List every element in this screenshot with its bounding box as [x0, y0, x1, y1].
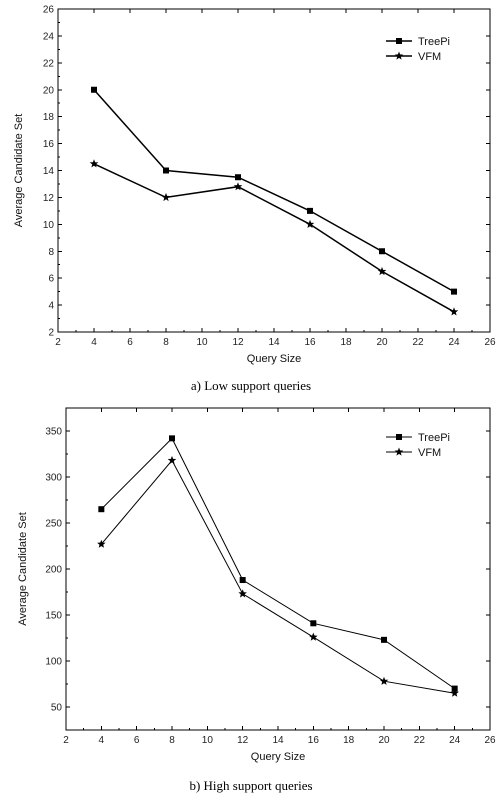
b-figure-caption: b) High support queries [189, 778, 312, 793]
b-y-tick-label: 250 [45, 519, 62, 530]
a-x-tick-label: 16 [304, 337, 316, 348]
a-x-tick-label: 22 [412, 337, 424, 348]
b-y-tick-label: 150 [45, 611, 62, 622]
a-series-line-vfm [93, 163, 455, 313]
b-point-treepi [381, 636, 387, 643]
a-point-vfm [233, 182, 243, 191]
b-x-tick-label: 20 [378, 735, 390, 746]
a-x-axis-label: Query Size [247, 353, 301, 365]
b-legend-marker-treepi [396, 434, 402, 440]
a-point-vfm [377, 266, 387, 276]
b-series-treepi [98, 435, 458, 692]
a-y-tick-label: 22 [43, 58, 55, 69]
b-legend: TreePi VFM [386, 432, 450, 459]
b-point-vfm [97, 539, 106, 548]
a-x-tick-label: 10 [196, 337, 208, 348]
b-x-tick-label: 18 [343, 735, 355, 746]
a-legend: TreePi VFM [386, 36, 450, 63]
a-x-tick-label: 18 [340, 337, 352, 348]
b-point-vfm [450, 688, 459, 697]
a-point-treepi [91, 86, 97, 93]
a-series-line-treepi [93, 89, 455, 293]
a-y-tick-label: 16 [43, 139, 55, 150]
b-point-vfm [238, 589, 247, 598]
a-legend-marker-vfm [394, 51, 404, 60]
a-figure-caption: a) Low support queries [191, 378, 311, 393]
a-y-tick-label: 2 [48, 328, 54, 339]
a-point-treepi [451, 288, 457, 295]
a-y-tick-label: 12 [43, 193, 55, 204]
a-x-tick-label: 2 [55, 337, 61, 348]
a-y-tick-label: 4 [48, 301, 54, 312]
a-series-vfm [89, 159, 459, 316]
b-x-tick-label: 22 [414, 735, 426, 746]
b-legend-marker-vfm [394, 447, 404, 456]
b-y-axis-label: Average Candidate Set [17, 512, 29, 626]
b-y-tick-label: 350 [45, 427, 62, 438]
b-legend-label-treepi: TreePi [418, 432, 450, 444]
a-point-vfm [161, 192, 171, 202]
a-legend-label-treepi: TreePi [418, 36, 450, 48]
b-point-vfm [309, 632, 318, 641]
b-point-vfm [167, 455, 177, 465]
a-point-vfm [449, 307, 459, 316]
a-point-treepi [379, 248, 385, 255]
a-y-tick-label: 6 [48, 274, 54, 285]
a-x-tick-label: 20 [376, 337, 388, 348]
a-y-tick-label: 24 [43, 31, 55, 42]
a-x-tick-label: 8 [163, 337, 169, 348]
chart-low-support-svg: 2 4 6 8 10 12 14 16 18 20 22 24 26246810121416182022… [13, 5, 496, 394]
a-y-tick-label: 18 [43, 112, 55, 123]
a-x-tick-label: 12 [232, 337, 244, 348]
b-point-treepi [451, 685, 458, 692]
a-point-treepi [307, 207, 313, 214]
a-x-tick-label: 24 [448, 337, 460, 348]
a-y-tick-label: 10 [43, 220, 55, 231]
b-x-tick-label: 10 [202, 735, 214, 746]
a-x-tick-label: 6 [127, 337, 133, 348]
a-y-tick-label: 26 [43, 5, 55, 16]
a-point-treepi [235, 174, 241, 181]
a-y-tick-label: 20 [43, 85, 55, 96]
a-x-tick-label: 26 [484, 337, 496, 348]
b-point-treepi [169, 435, 175, 442]
b-point-vfm [379, 676, 389, 685]
a-series-treepi [91, 86, 457, 295]
b-series-line-vfm [100, 459, 455, 694]
chart-high-support-svg: 2 4 6 8 10 12 14 16 18 20 22 24 26501001502002503003… [17, 407, 496, 793]
b-x-axis-label: Query Size [251, 751, 305, 763]
b-point-treepi [239, 577, 246, 584]
a-y-axis-label: Average Candidate Set [13, 114, 25, 228]
b-y-tick-label: 200 [45, 565, 62, 576]
a-legend-label-vfm: VFM [418, 51, 441, 63]
b-x-tick-label: 26 [484, 735, 496, 746]
b-legend-label-vfm: VFM [418, 447, 441, 459]
chart-low-support: 2 4 6 8 10 12 14 16 18 20 22 24 26 2 4 6 8 10 12 14 16 18 20 22… [13, 5, 496, 394]
b-series-line-treepi [100, 437, 455, 690]
b-y-tick-label: 300 [45, 473, 62, 484]
a-y-tick-label: 8 [48, 247, 54, 258]
b-x-tick-label: 6 [134, 735, 140, 746]
a-point-treepi [163, 167, 169, 174]
a-legend-marker-treepi [396, 38, 402, 44]
b-x-tick-label: 16 [308, 735, 320, 746]
b-y-tick-label: 50 [51, 703, 63, 714]
a-x-tick-label: 4 [91, 337, 97, 348]
a-y-tick-label: 14 [43, 166, 55, 177]
a-point-vfm [89, 159, 99, 168]
b-x-tick-label: 8 [169, 735, 175, 746]
b-point-treepi [98, 506, 105, 513]
chart-high-support: 2 4 6 8 10 12 14 16 18 20 22 24 26 50 100 150 200 250 300 3… [0, 398, 502, 796]
b-x-tick-label: 4 [99, 735, 105, 746]
b-x-tick-label: 12 [237, 735, 249, 746]
b-x-tick-label: 2 [63, 735, 69, 746]
a-x-tick-label: 14 [268, 337, 280, 348]
b-series-vfm [97, 455, 459, 697]
b-y-tick-label: 100 [45, 657, 62, 668]
b-point-treepi [310, 620, 317, 627]
b-x-tick-label: 24 [449, 735, 461, 746]
a-point-vfm [305, 219, 315, 228]
b-x-tick-label: 14 [272, 735, 284, 746]
